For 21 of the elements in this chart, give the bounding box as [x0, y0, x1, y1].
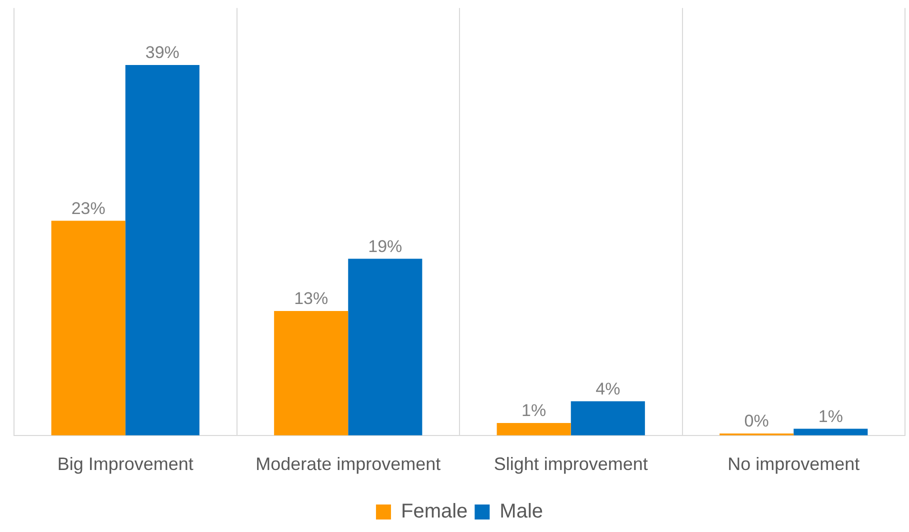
data-label: 1% — [818, 406, 843, 426]
legend-label: Female — [400, 500, 468, 523]
data-label: 1% — [522, 401, 546, 420]
data-label: 39% — [145, 43, 180, 62]
bar — [125, 64, 200, 436]
data-label: 4% — [596, 379, 620, 398]
x-tick-label: Slight improvement — [494, 454, 648, 474]
x-tick-label: Big Improvement — [57, 454, 194, 474]
bar — [348, 258, 422, 436]
bar — [51, 220, 126, 436]
data-label: 0% — [744, 412, 769, 431]
legend-label: Male — [500, 500, 544, 523]
bar — [496, 423, 571, 436]
data-label: 13% — [294, 289, 328, 308]
bar — [570, 401, 645, 436]
bar — [274, 310, 348, 436]
bar — [794, 428, 868, 436]
x-tick-label: Moderate improvement — [256, 454, 441, 474]
data-label: 23% — [71, 198, 106, 218]
x-tick-label: No improvement — [728, 454, 860, 474]
data-label: 19% — [368, 236, 402, 256]
